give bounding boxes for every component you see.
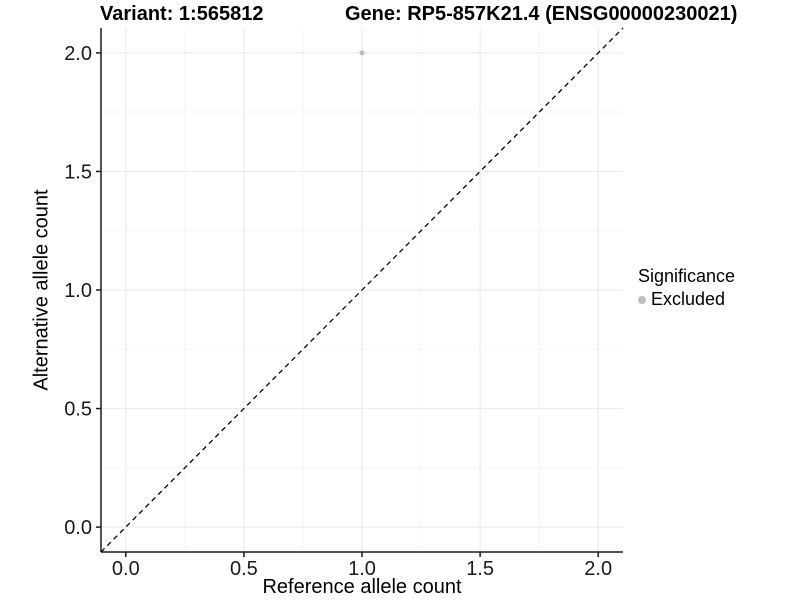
- y-tick-label: 0.5: [64, 399, 92, 421]
- legend-point-icon: [638, 295, 646, 304]
- legend: Significance Excluded: [638, 266, 735, 310]
- x-axis-title: Reference allele count: [262, 576, 462, 598]
- y-tick-label: 2.0: [64, 43, 92, 65]
- x-tick-label: 2.0: [584, 558, 612, 580]
- identity-dashed-line: [100, 27, 624, 553]
- legend-item-excluded: Excluded: [638, 289, 735, 310]
- legend-title: Significance: [638, 266, 736, 286]
- gene-title: Gene: RP5-857K21.4 (ENSG00000230021): [345, 3, 738, 25]
- y-tick-label: 0.0: [64, 517, 92, 539]
- variant-title: Variant: 1:565812: [100, 3, 264, 25]
- x-tick-label: 0.5: [230, 558, 258, 580]
- x-tick-label: 0.0: [112, 558, 140, 580]
- x-tick-label: 1.0: [348, 558, 376, 580]
- y-tick-label: 1.0: [64, 280, 92, 302]
- data-point-excluded: [359, 50, 365, 56]
- y-tick-label: 1.5: [64, 161, 92, 183]
- y-axis-title: Alternative allele count: [30, 189, 53, 391]
- x-tick-label: 1.5: [466, 558, 494, 580]
- legend-item-label: Excluded: [651, 289, 726, 309]
